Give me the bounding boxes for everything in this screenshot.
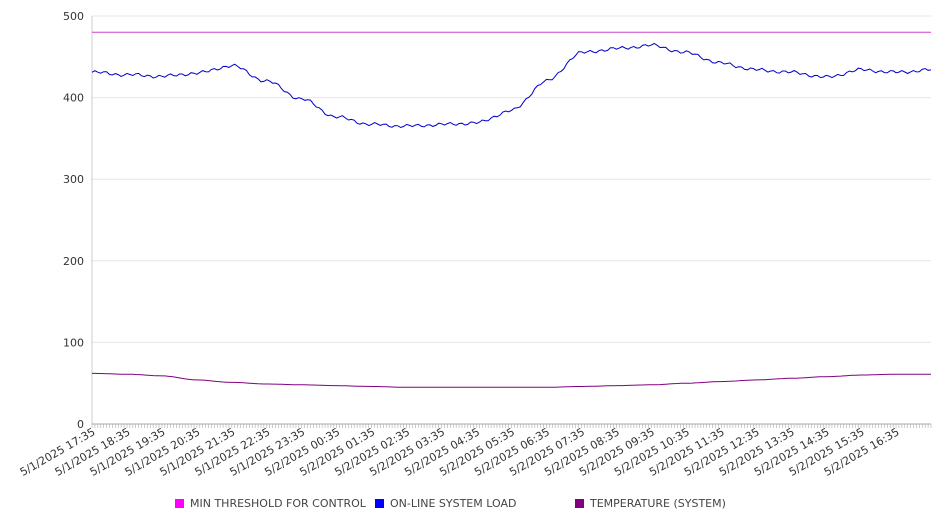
series-line-temperature-system — [92, 372, 931, 388]
legend-item-min-threshold: MIN THRESHOLD FOR CONTROL — [175, 497, 366, 510]
y-tick-label: 500 — [63, 10, 84, 23]
legend-swatch-system-load — [375, 499, 384, 508]
legend-swatch-min-threshold — [175, 499, 184, 508]
legend-item-system-load: ON-LINE SYSTEM LOAD — [375, 497, 516, 510]
y-tick-label: 0 — [77, 418, 84, 431]
legend-label-system-load: ON-LINE SYSTEM LOAD — [390, 497, 517, 510]
y-tick-label: 400 — [63, 92, 84, 105]
x-tick-labels: 5/1/2025 17:355/1/2025 18:355/1/2025 19:… — [18, 425, 902, 479]
y-tick-label: 100 — [63, 336, 84, 349]
legend-swatch-temperature — [575, 499, 584, 508]
y-tick-label: 200 — [63, 255, 84, 268]
legend-label-temperature: TEMPERATURE (SYSTEM) — [590, 497, 726, 510]
series-lines — [91, 31, 932, 388]
axes — [91, 16, 932, 428]
legend-label-min-threshold: MIN THRESHOLD FOR CONTROL — [190, 497, 366, 510]
series-line-on-line-system-load — [91, 42, 932, 129]
grid-lines — [92, 15, 931, 343]
legend-item-temperature: TEMPERATURE (SYSTEM) — [575, 497, 726, 510]
y-tick-labels: 0 100 200 300 400 500 — [63, 10, 84, 431]
y-tick-label: 300 — [63, 173, 84, 186]
legend: MIN THRESHOLD FOR CONTROL ON-LINE SYSTEM… — [0, 497, 946, 515]
